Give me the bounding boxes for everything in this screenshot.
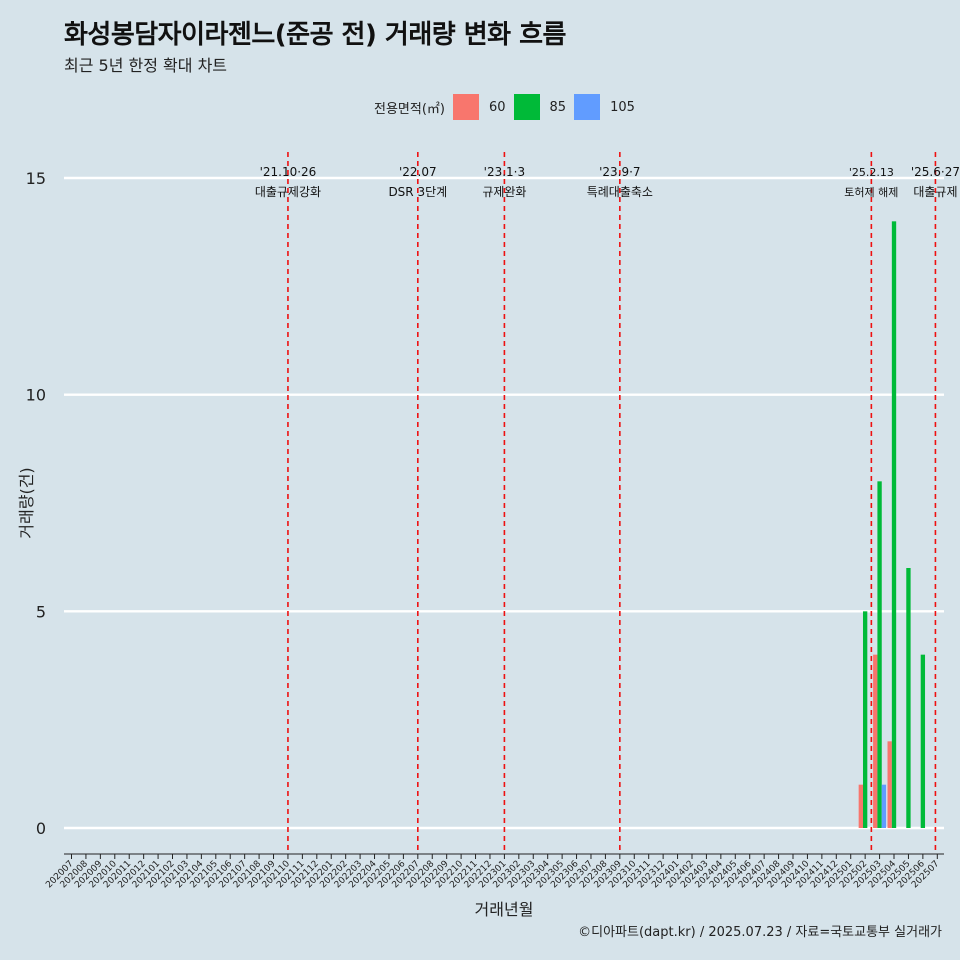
y-tick-label-0: 0 [36, 819, 46, 838]
event-lines [287, 152, 937, 854]
bar-85-202504 [891, 221, 897, 829]
caption: ©디아파트(dapt.kr) / 2025.07.23 / 자료=국토교통부 실… [578, 925, 942, 940]
event-label-4: 토허제 해제 [844, 185, 898, 199]
chart-title: 화성봉담자이라젠느(준공 전) 거래량 변화 흐름 [64, 20, 566, 50]
y-tick-label-15: 15 [26, 169, 46, 188]
event-date-0: '21.10·26 [260, 165, 317, 179]
bar-60-202502 [858, 784, 863, 828]
bar-85-202502 [862, 611, 868, 828]
legend-label-85: 85 [549, 99, 567, 115]
bar-85-202503 [877, 481, 882, 828]
event-date-5: '25.6·27 [911, 165, 960, 179]
bar-85-202506 [920, 654, 926, 828]
legend-label-60: 60 [488, 99, 506, 115]
bar-60-202504 [887, 741, 892, 828]
bars [858, 221, 926, 829]
legend-item-105: 105 [574, 94, 635, 120]
chart-subtitle: 최근 5년 한정 확대 차트 [64, 56, 228, 75]
event-annotations: '21.10·26 대출규제강화 '22.07 DSR 3단계 '23.1·3 규제완화 '… [255, 165, 960, 199]
y-tick-label-5: 5 [36, 602, 46, 621]
legend-item-60: 60 [452, 94, 506, 120]
legend-key-105 [574, 94, 601, 120]
event-label-1: DSR 3단계 [388, 185, 447, 199]
event-date-4: '25.2.13 [849, 166, 894, 179]
y-axis-title: 거래량(건) [17, 467, 36, 538]
event-label-2: 규제완화 [482, 185, 526, 199]
x-axis-title: 거래년월 [475, 900, 534, 919]
bar-105-202503 [881, 784, 887, 828]
axes: 0510152020072020082020092020102020112020… [26, 169, 944, 890]
event-date-1: '22.07 [399, 165, 437, 179]
event-label-3: 특례대출축소 [587, 185, 653, 199]
event-date-3: '23.9·7 [599, 165, 640, 179]
event-label-5: 대출규제 [913, 185, 957, 199]
bar-60-202503 [873, 654, 878, 828]
legend-key-60 [452, 94, 479, 120]
legend-key-85 [513, 94, 540, 120]
legend: 전용면적(㎡) 60 85 105 [374, 92, 643, 122]
event-label-0: 대출규제강화 [255, 185, 321, 199]
legend-label-105: 105 [610, 99, 635, 115]
y-tick-label-10: 10 [26, 386, 46, 405]
legend-item-85: 85 [513, 94, 567, 120]
event-date-2: '23.1·3 [484, 165, 525, 179]
bar-85-202505 [906, 568, 911, 828]
legend-title: 전용면적(㎡) [374, 101, 445, 117]
